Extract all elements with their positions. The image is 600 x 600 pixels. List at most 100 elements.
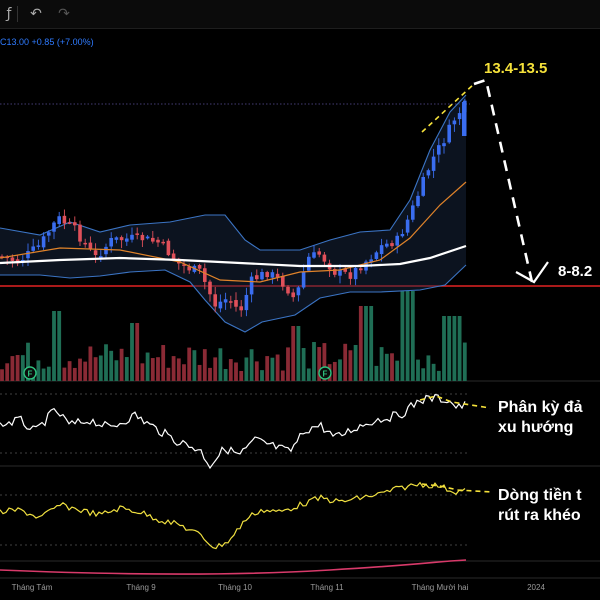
candle-body bbox=[52, 222, 56, 232]
candle-body bbox=[36, 245, 41, 247]
volume-bar bbox=[234, 362, 238, 381]
volume-bar bbox=[197, 364, 202, 381]
candle-body bbox=[338, 269, 342, 276]
candle-body bbox=[291, 292, 295, 298]
candle-body bbox=[317, 251, 321, 255]
candle-body bbox=[109, 237, 113, 247]
volume-bar bbox=[114, 360, 119, 381]
annotations: 13.4-13.5 8-8.2 Phân kỳ đả xu hướng Dòng… bbox=[23, 60, 592, 524]
volume-bar bbox=[67, 361, 72, 381]
volume-bar bbox=[358, 306, 363, 381]
volume-bar bbox=[395, 360, 400, 381]
event-marker-1[interactable]: F bbox=[23, 366, 37, 380]
volume-bar bbox=[244, 357, 249, 381]
volume-bar bbox=[369, 306, 374, 381]
volume-bar bbox=[140, 363, 145, 381]
toolbar-separator bbox=[17, 6, 18, 22]
volume-bar bbox=[150, 358, 155, 381]
volume-bar bbox=[171, 356, 176, 381]
volume-bar bbox=[306, 368, 311, 381]
volume-bar bbox=[36, 360, 41, 381]
candle-body bbox=[99, 256, 103, 258]
volume-bar bbox=[426, 355, 431, 381]
volume-bar bbox=[353, 344, 358, 381]
candle-body bbox=[400, 233, 405, 237]
event-marker-label: F bbox=[28, 370, 33, 379]
volume-bar bbox=[218, 348, 223, 381]
candle-body bbox=[125, 238, 129, 242]
candle-body bbox=[145, 236, 150, 239]
volume-bars bbox=[0, 291, 467, 381]
volume-bar bbox=[182, 364, 186, 381]
volume-bar bbox=[156, 357, 160, 381]
volume-bar bbox=[301, 348, 306, 381]
volume-bar bbox=[270, 357, 275, 381]
time-axis: Tháng Tám Tháng 9 Tháng 10 Tháng 11 Thán… bbox=[12, 583, 546, 592]
candle-body bbox=[83, 242, 87, 245]
projection-path bbox=[473, 78, 534, 283]
candle-body bbox=[47, 232, 51, 236]
volume-bar bbox=[98, 355, 103, 381]
candle-body bbox=[312, 252, 316, 258]
volume-bar bbox=[410, 291, 415, 381]
projection-arrow bbox=[515, 261, 549, 284]
volume-bar bbox=[78, 358, 82, 381]
redo-icon[interactable]: ↷ bbox=[58, 6, 70, 22]
axis-label-aug: Tháng Tám bbox=[12, 583, 53, 592]
candle-body bbox=[359, 268, 363, 271]
candle-body bbox=[140, 234, 145, 241]
top-toolbar: ƒ ↶ ↷ bbox=[0, 0, 600, 29]
volume-bar bbox=[405, 291, 410, 381]
legend-prefix: C bbox=[0, 37, 7, 47]
candle-body bbox=[374, 252, 379, 259]
volume-bar bbox=[93, 357, 98, 381]
legend-close: 13.00 bbox=[6, 37, 30, 47]
candlesticks bbox=[0, 98, 467, 317]
volume-bar bbox=[109, 350, 114, 381]
volume-bar bbox=[254, 361, 259, 381]
indicator-icon[interactable]: ƒ bbox=[6, 6, 12, 22]
candle-body bbox=[213, 294, 217, 307]
volume-bar bbox=[202, 349, 207, 381]
volume-bar bbox=[343, 343, 348, 381]
candle-body bbox=[57, 216, 61, 225]
axis-label-sep: Tháng 9 bbox=[126, 583, 156, 592]
moving-averages bbox=[0, 181, 467, 283]
volume-bar bbox=[364, 306, 368, 381]
event-marker-2[interactable]: F bbox=[318, 366, 332, 380]
candle-body bbox=[67, 222, 72, 224]
volume-bar bbox=[452, 316, 457, 381]
volume-bar bbox=[286, 347, 290, 381]
volume-bar bbox=[384, 353, 389, 381]
candle-body bbox=[421, 177, 425, 196]
bottom-oscillator-line bbox=[0, 559, 467, 575]
candle-body bbox=[234, 300, 238, 307]
candle-body bbox=[411, 205, 415, 220]
volume-bar bbox=[338, 359, 342, 381]
candle-body bbox=[0, 256, 4, 258]
candle-body bbox=[130, 234, 134, 240]
volume-bar bbox=[457, 316, 462, 381]
volume-bar bbox=[322, 343, 327, 381]
undo-icon[interactable]: ↶ bbox=[30, 6, 42, 22]
candle-body bbox=[119, 237, 124, 241]
candle-body bbox=[208, 281, 212, 295]
volume-bar bbox=[421, 368, 426, 381]
axis-label-dec: Tháng Mười hai bbox=[412, 583, 469, 592]
volume-bar bbox=[88, 346, 93, 381]
event-marker-label: F bbox=[323, 370, 328, 379]
long-moving-average bbox=[0, 244, 467, 268]
candle-body bbox=[452, 120, 457, 125]
candle-body bbox=[348, 272, 353, 279]
candle-body bbox=[223, 299, 228, 303]
volume-bar bbox=[223, 368, 228, 381]
volume-bar bbox=[62, 367, 67, 381]
candle-body bbox=[203, 268, 207, 282]
axis-label-oct: Tháng 10 bbox=[218, 583, 252, 592]
candle-body bbox=[426, 170, 431, 176]
volume-bar bbox=[436, 370, 441, 381]
money-flow-note-2: rút ra khéo bbox=[498, 507, 581, 524]
volume-bar bbox=[41, 368, 46, 381]
upper-band bbox=[0, 94, 467, 251]
